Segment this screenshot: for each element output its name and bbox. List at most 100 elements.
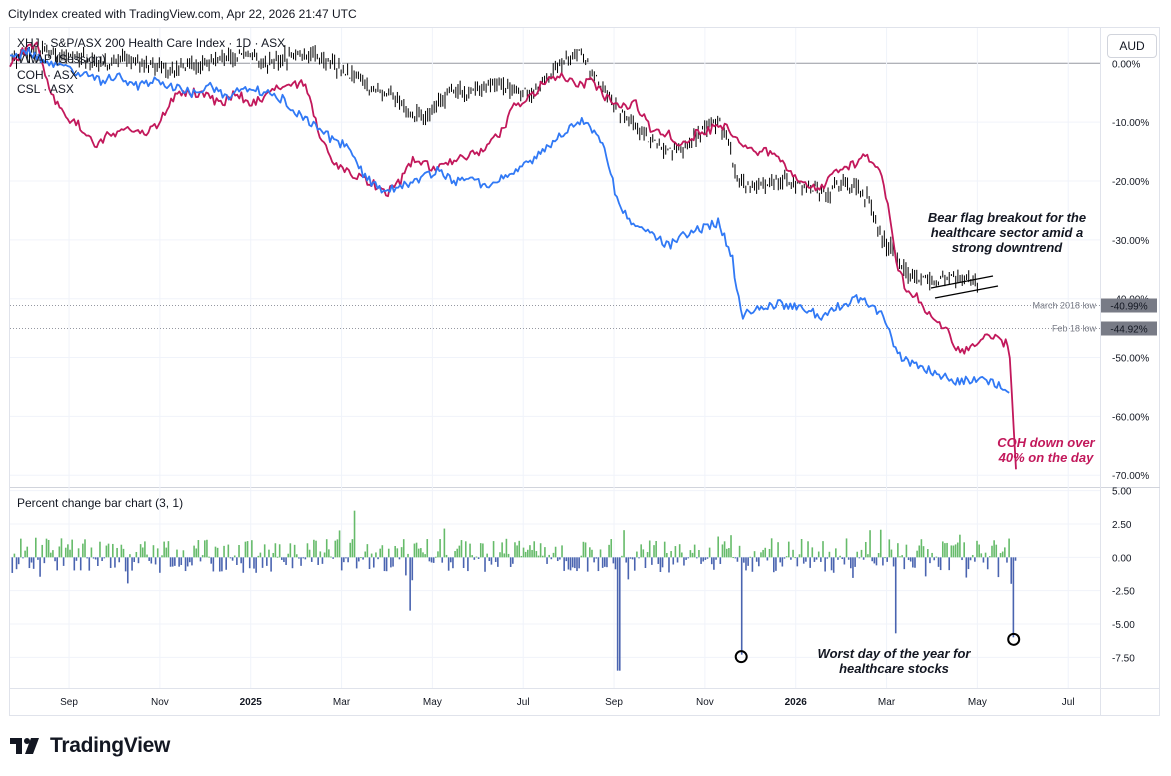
percent-change-bar (336, 539, 339, 558)
legend-coh[interactable]: COH · ASX (17, 68, 78, 82)
percent-change-bar (685, 557, 687, 560)
percent-change-bar (37, 557, 39, 560)
percent-change-bar (86, 557, 88, 559)
percent-change-bar (236, 557, 238, 565)
percent-change-bar (512, 557, 514, 564)
currency-button[interactable]: AUD (1107, 34, 1157, 58)
percent-change-bar (631, 557, 634, 560)
percent-change-bar (768, 548, 771, 558)
percent-change-bar (161, 555, 163, 558)
percent-change-bar (409, 557, 411, 611)
percent-change-bar (666, 552, 668, 558)
percent-change-bar (248, 557, 251, 569)
percent-change-bar (719, 557, 722, 564)
percent-change-bar (871, 557, 873, 562)
percent-change-bar (240, 557, 242, 564)
percent-change-bar (328, 549, 330, 558)
percent-change-bar (920, 539, 923, 558)
y-tick-label: 0.00% (1112, 59, 1140, 70)
percent-change-bar (482, 543, 484, 558)
percent-change-bar (781, 557, 784, 567)
percent-change-bar (486, 553, 488, 558)
percent-change-bar (116, 547, 118, 558)
percent-change-bar (850, 557, 852, 569)
percent-change-bar (813, 557, 816, 562)
percent-change-bar (678, 544, 681, 558)
percent-change-bar (383, 557, 386, 572)
percent-change-bar (347, 557, 349, 563)
oscillator-title[interactable]: Percent change bar chart (3, 1) (17, 496, 184, 510)
percent-change-bar (736, 557, 739, 562)
percent-change-bar (195, 548, 198, 558)
percent-change-bar (415, 542, 418, 558)
percent-change-bar (882, 557, 884, 566)
percent-change-bar (918, 545, 921, 558)
percent-change-bar (381, 545, 384, 558)
percent-change-bar (201, 555, 204, 558)
percent-change-bar (394, 545, 396, 558)
percent-change-bar (270, 557, 272, 572)
percent-change-bar (385, 557, 388, 572)
percent-change-bar (1010, 557, 1013, 584)
percent-change-bar (370, 553, 373, 558)
percent-change-bar (879, 529, 882, 558)
x-tick-label: Sep (605, 697, 623, 708)
percent-change-bar (112, 543, 114, 558)
percent-change-bar (77, 548, 80, 558)
legend-vwap[interactable]: VWAP (Session) (17, 52, 106, 66)
legend-csl[interactable]: CSL · ASX (17, 82, 74, 96)
march-2018-low-value: -40.99% (1110, 302, 1147, 313)
percent-change-bar (929, 557, 931, 564)
percent-change-bar (291, 557, 294, 569)
percent-change-bar (873, 557, 876, 564)
percent-change-bar (156, 548, 159, 558)
percent-change-bar (732, 557, 734, 559)
percent-change-bar (659, 557, 662, 572)
percent-change-bar (79, 557, 82, 571)
percent-change-bar (124, 557, 127, 572)
percent-change-bar (616, 557, 619, 671)
percent-change-bar (300, 557, 302, 566)
y-tick-label: -70.00% (1112, 471, 1149, 482)
percent-change-bar (407, 553, 409, 558)
osc-y-tick-label: -5.00 (1112, 620, 1135, 631)
percent-change-bar (755, 557, 758, 562)
percent-change-bar (432, 557, 435, 563)
percent-change-bar (894, 557, 897, 634)
percent-change-bar (255, 557, 257, 573)
percent-change-bar (214, 546, 217, 558)
percent-change-bar (43, 557, 46, 564)
percent-change-bar (492, 541, 495, 558)
percent-change-bar (862, 557, 865, 560)
percent-change-bar (710, 557, 713, 565)
percent-change-bar (828, 551, 831, 558)
coh-drop-line-1: COH down over (997, 435, 1095, 450)
tradingview-logo[interactable]: TradingView (10, 734, 170, 758)
percent-change-bar (989, 556, 991, 558)
percent-change-bar (642, 549, 645, 558)
percent-change-bar (546, 557, 548, 564)
percent-change-bar (574, 557, 576, 569)
percent-change-bar (847, 557, 850, 560)
percent-change-bar (92, 557, 95, 559)
percent-change-bar (715, 557, 717, 560)
percent-change-bar (999, 553, 1002, 558)
percent-change-bar (877, 553, 880, 558)
percent-change-bar (559, 557, 561, 560)
legend-main-symbol[interactable]: XHJ · S&P/ASX 200 Health Care Index · 1D… (17, 36, 286, 50)
percent-change-bar (798, 554, 801, 558)
percent-change-bar (355, 557, 358, 569)
percent-change-bar (845, 538, 848, 558)
percent-change-bar (109, 557, 112, 568)
percent-change-bar (991, 545, 993, 558)
percent-change-bar (88, 557, 91, 571)
y-tick-label: -50.00% (1112, 354, 1149, 365)
percent-change-bar (747, 557, 749, 566)
percent-change-bar (278, 544, 281, 558)
percent-change-bar (353, 510, 356, 558)
bear-flag-line-3: strong downtrend (951, 240, 1063, 255)
percent-change-bar (62, 557, 65, 566)
percent-change-bar (266, 557, 268, 566)
percent-change-bar (922, 546, 925, 558)
